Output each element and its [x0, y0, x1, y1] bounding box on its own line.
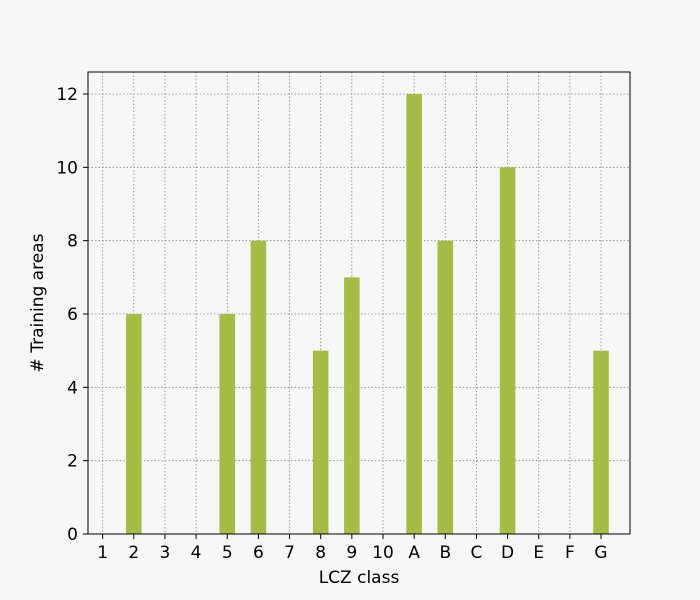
x-tick-label: 5: [222, 543, 233, 563]
x-tick-label: 8: [315, 543, 326, 563]
x-tick-label: E: [533, 543, 544, 563]
y-tick-label: 6: [67, 305, 78, 325]
x-tick-label: 7: [284, 543, 295, 563]
x-axis-title: LCZ class: [319, 568, 400, 588]
y-tick-label: 8: [67, 232, 78, 252]
plot-frame: [87, 71, 631, 535]
bar-D: [499, 167, 516, 535]
bar-B: [437, 240, 454, 534]
x-tick-label: A: [408, 543, 420, 563]
x-tick-label: 1: [97, 543, 108, 563]
y-ticks: 0 2 4 6 8 10 12: [56, 85, 88, 545]
x-tick-label: G: [594, 543, 607, 563]
bar-9: [344, 277, 360, 534]
bar-8: [312, 350, 329, 534]
y-tick-label: 0: [67, 525, 78, 545]
x-ticks: 1 2 3 4 5 6 7 8 9 10 A B C D E F G: [97, 534, 608, 563]
x-tick-label: 3: [160, 543, 171, 563]
x-tick-label: D: [501, 543, 514, 563]
bar-2: [126, 314, 142, 534]
x-tick-label: 4: [191, 543, 202, 563]
x-tick-label: B: [439, 543, 451, 563]
y-tick-label: 2: [67, 452, 78, 472]
bar-5: [219, 314, 236, 534]
y-tick-label: 12: [56, 85, 78, 105]
x-tick-label: 9: [346, 543, 357, 563]
y-axis-title: # Training areas: [28, 233, 48, 372]
x-tick-label: 10: [372, 543, 394, 563]
y-tick-label: 4: [67, 378, 78, 398]
bars: [126, 94, 609, 535]
x-tick-label: 6: [253, 543, 264, 563]
y-tick-label: 10: [56, 158, 78, 178]
bar-A: [406, 94, 422, 534]
bar-6: [250, 240, 267, 534]
x-tick-label: C: [470, 543, 482, 563]
x-tick-label: F: [565, 543, 575, 563]
x-tick-label: 2: [128, 543, 139, 563]
bar-G: [593, 350, 609, 534]
